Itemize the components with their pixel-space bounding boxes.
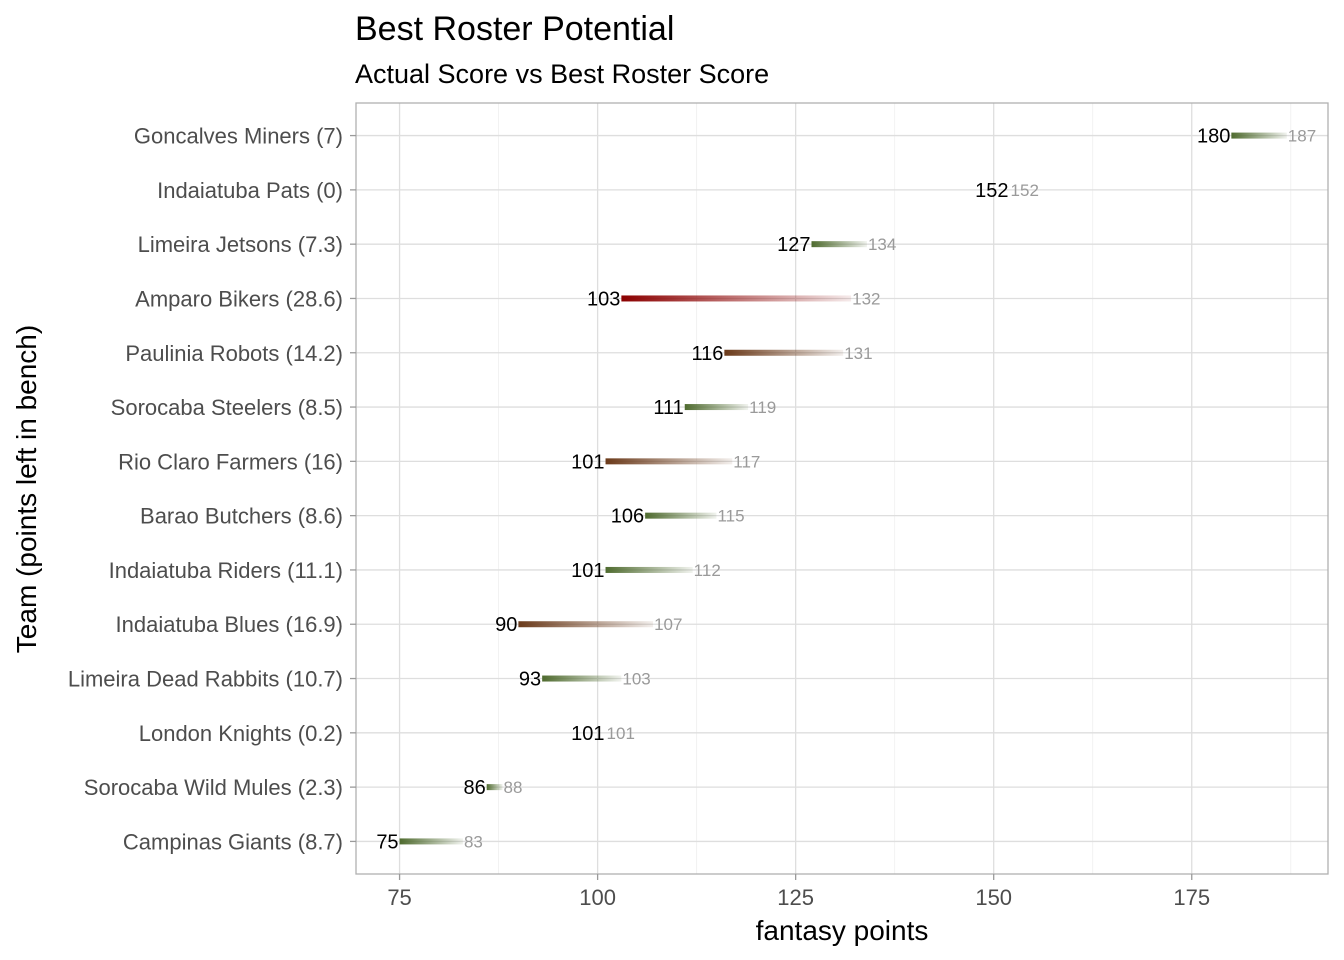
x-axis-title: fantasy points <box>756 915 929 946</box>
actual-score-label: 111 <box>653 397 683 419</box>
best-score-label: 131 <box>844 344 872 363</box>
actual-score-label: 90 <box>495 614 517 636</box>
best-score-label: 134 <box>868 235 896 254</box>
best-score-label: 132 <box>852 289 880 308</box>
gap-segment <box>542 675 622 682</box>
x-tick-label: 125 <box>777 885 814 910</box>
actual-score-label: 101 <box>571 723 604 745</box>
gap-segment <box>399 838 463 845</box>
actual-score-label: 106 <box>611 506 644 528</box>
x-tick-label: 100 <box>579 885 616 910</box>
gap-segment <box>724 349 844 356</box>
x-axis-ticks: 75 100 125 150 175 <box>387 874 1210 910</box>
actual-score-label: 93 <box>519 669 541 691</box>
chart-subtitle: Actual Score vs Best Roster Score <box>355 59 769 89</box>
best-score-label: 107 <box>654 615 682 634</box>
y-tick-label: London Knights (0.2) <box>139 721 343 746</box>
gap-segment <box>1231 132 1287 139</box>
actual-score-label: 180 <box>1197 126 1230 148</box>
actual-score-label: 103 <box>587 288 620 310</box>
x-tick-label: 150 <box>975 885 1012 910</box>
y-tick-label: Sorocaba Wild Mules (2.3) <box>84 775 343 800</box>
gap-segment <box>621 295 852 302</box>
best-score-label: 103 <box>622 670 650 689</box>
y-axis-title: Team (points left in bench) <box>11 325 42 653</box>
best-score-label: 119 <box>749 398 776 417</box>
best-score-label: 152 <box>1011 181 1039 200</box>
actual-score-label: 86 <box>463 777 485 799</box>
actual-score-label: 152 <box>975 180 1008 202</box>
actual-score-label: 116 <box>691 343 723 365</box>
plot-panel <box>355 102 1329 875</box>
actual-score-label: 101 <box>571 451 604 473</box>
gridlines <box>356 103 1328 874</box>
chart-title: Best Roster Potential <box>355 10 674 48</box>
actual-score-label: 75 <box>376 831 398 853</box>
best-score-label: 88 <box>504 778 523 797</box>
gap-segment <box>486 784 503 791</box>
best-score-label: 187 <box>1288 127 1316 146</box>
y-tick-label: Goncalves Miners (7) <box>134 124 343 149</box>
x-tick-label: 175 <box>1173 885 1210 910</box>
best-score-label: 112 <box>694 561 721 580</box>
y-tick-label: Sorocaba Steelers (8.5) <box>111 395 343 420</box>
actual-score-label: 127 <box>777 234 810 256</box>
gap-segment <box>605 458 733 465</box>
gap-segment <box>811 241 867 248</box>
y-tick-label: Limeira Dead Rabbits (10.7) <box>68 667 343 692</box>
y-tick-label: Barao Butchers (8.6) <box>140 504 343 529</box>
y-tick-label: Paulinia Robots (14.2) <box>125 341 343 366</box>
gap-segment <box>518 621 654 628</box>
y-axis-ticks: Goncalves Miners (7) Indaiatuba Pats (0) L… <box>68 124 356 854</box>
x-tick-label: 75 <box>387 885 411 910</box>
y-tick-label: Limeira Jetsons (7.3) <box>138 232 343 257</box>
gap-segment <box>684 404 749 411</box>
best-score-label: 101 <box>607 724 635 743</box>
y-tick-label: Campinas Giants (8.7) <box>123 829 343 854</box>
best-score-label: 117 <box>733 452 760 471</box>
best-score-label: 115 <box>717 507 744 526</box>
gap-segments <box>399 132 1287 845</box>
y-tick-label: Indaiatuba Blues (16.9) <box>116 612 344 637</box>
y-tick-label: Rio Claro Farmers (16) <box>118 449 343 474</box>
gap-segment <box>605 566 693 573</box>
best-score-label: 83 <box>464 832 483 851</box>
gap-segment <box>645 512 717 519</box>
actual-score-label: 101 <box>571 560 604 582</box>
y-tick-label: Indaiatuba Pats (0) <box>157 178 343 203</box>
y-tick-label: Amparo Bikers (28.6) <box>135 286 343 311</box>
y-tick-label: Indaiatuba Riders (11.1) <box>109 558 343 583</box>
